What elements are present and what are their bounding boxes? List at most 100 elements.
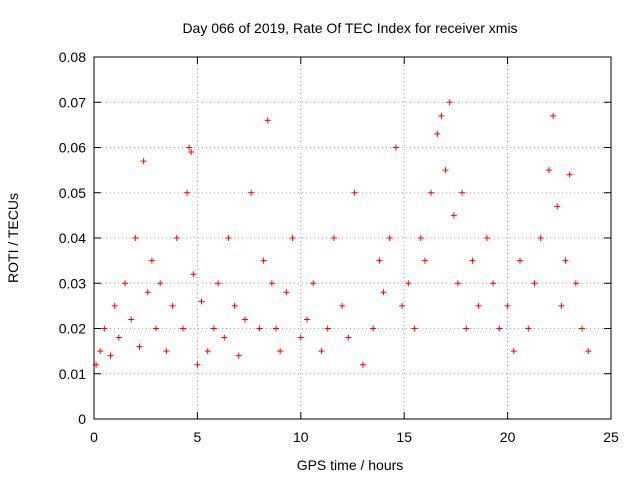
data-point xyxy=(304,316,311,323)
y-tick-label: 0.04 xyxy=(59,230,86,246)
data-point xyxy=(442,167,449,174)
data-point xyxy=(483,235,490,241)
data-point xyxy=(411,325,418,332)
data-points xyxy=(93,99,592,368)
data-point xyxy=(517,257,524,264)
data-point xyxy=(318,348,325,355)
data-point xyxy=(101,325,108,332)
data-point xyxy=(310,280,317,287)
data-point xyxy=(144,289,151,296)
y-tick-label: 0.05 xyxy=(59,185,86,201)
y-axis-label: ROTI / TECUs xyxy=(5,193,21,283)
data-point xyxy=(463,325,470,332)
data-point xyxy=(163,348,170,355)
data-point xyxy=(376,257,383,264)
data-point xyxy=(450,212,457,219)
data-point xyxy=(194,361,201,368)
data-point xyxy=(434,130,441,137)
data-point xyxy=(531,280,538,287)
data-point xyxy=(446,99,453,106)
data-point xyxy=(537,235,544,241)
x-tick-label: 10 xyxy=(293,429,309,445)
data-point xyxy=(386,235,393,241)
data-point xyxy=(496,325,503,332)
data-point xyxy=(504,302,511,309)
data-point xyxy=(510,348,517,355)
data-point xyxy=(289,235,296,241)
data-point xyxy=(283,289,290,296)
data-point xyxy=(198,298,205,305)
data-point xyxy=(173,235,180,241)
data-point xyxy=(148,257,155,264)
data-point xyxy=(248,189,255,196)
data-point xyxy=(417,235,424,241)
data-point xyxy=(351,189,358,196)
data-point xyxy=(558,302,565,309)
data-point xyxy=(399,302,406,309)
data-point xyxy=(392,144,399,151)
data-point xyxy=(260,257,267,264)
data-point xyxy=(179,325,186,332)
data-point xyxy=(339,302,346,309)
data-point xyxy=(186,144,193,151)
data-point xyxy=(550,112,557,119)
x-tick-label: 5 xyxy=(194,429,202,445)
x-tick-labels: 0 5 10 15 20 25 xyxy=(90,429,619,445)
data-point xyxy=(122,280,129,287)
data-point xyxy=(345,334,352,341)
data-point xyxy=(264,117,271,124)
data-point xyxy=(184,189,191,196)
y-tick-labels: 0 0.01 0.02 0.03 0.04 0.05 0.06 0.07 0.08 xyxy=(59,49,86,427)
y-tick-label: 0.01 xyxy=(59,366,86,382)
x-tick-label: 20 xyxy=(500,429,516,445)
data-point xyxy=(169,302,176,309)
data-point xyxy=(115,334,122,341)
chart-title: Day 066 of 2019, Rate Of TEC Index for r… xyxy=(182,20,517,36)
data-point xyxy=(585,348,592,355)
data-point xyxy=(525,325,532,332)
data-point xyxy=(272,325,279,332)
y-tick-label: 0.02 xyxy=(59,321,86,337)
data-point xyxy=(140,158,147,165)
data-point xyxy=(188,149,195,156)
data-point xyxy=(225,235,232,241)
data-point xyxy=(277,348,284,355)
data-point xyxy=(210,325,217,332)
data-point xyxy=(562,257,569,264)
data-point xyxy=(204,348,211,355)
y-tick-label: 0 xyxy=(78,411,86,427)
data-point xyxy=(153,325,160,332)
x-tick-label: 0 xyxy=(90,429,98,445)
data-point xyxy=(215,280,222,287)
data-point xyxy=(490,280,497,287)
data-point xyxy=(545,167,552,174)
y-tick-label: 0.07 xyxy=(59,94,86,110)
data-point xyxy=(241,316,248,323)
gridlines xyxy=(94,57,611,419)
x-tick-label: 25 xyxy=(603,429,619,445)
data-point xyxy=(428,189,435,196)
data-point xyxy=(221,334,228,341)
data-point xyxy=(572,280,579,287)
y-tick-label: 0.03 xyxy=(59,275,86,291)
data-point xyxy=(359,361,366,368)
data-point xyxy=(256,325,263,332)
data-point xyxy=(190,271,197,278)
data-point xyxy=(459,189,466,196)
x-axis-label: GPS time / hours xyxy=(297,457,404,473)
y-tick-label: 0.08 xyxy=(59,49,86,65)
data-point xyxy=(566,171,573,178)
data-point xyxy=(297,334,304,341)
data-point xyxy=(475,302,482,309)
data-point xyxy=(136,343,143,350)
data-point xyxy=(454,280,461,287)
data-point xyxy=(235,352,242,359)
data-point xyxy=(132,235,139,241)
y-tick-label: 0.06 xyxy=(59,140,86,156)
data-point xyxy=(111,302,118,309)
data-point xyxy=(107,352,114,359)
plot-frame xyxy=(93,56,612,420)
data-point xyxy=(330,235,337,241)
x-tick-label: 15 xyxy=(396,429,412,445)
data-point xyxy=(128,316,135,323)
